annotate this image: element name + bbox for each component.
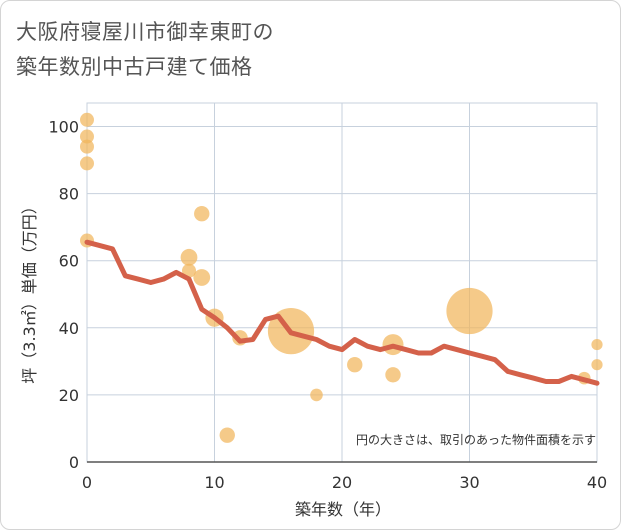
scatter-point-14: [347, 357, 363, 373]
scatter-point-5: [180, 248, 198, 266]
scatter-point-10: [219, 427, 235, 443]
scatter-point-20: [591, 359, 603, 371]
trend-line: [84, 239, 600, 386]
y-tick-label-4: 80: [59, 185, 79, 204]
grid-layer: [86, 102, 598, 463]
scatter-point-17: [446, 287, 493, 335]
scatter-point-16: [385, 367, 401, 383]
y-tick-label-5: 100: [48, 117, 79, 136]
scatter-point-13: [310, 388, 323, 402]
y-tick-label-2: 40: [59, 319, 79, 338]
scatter-point-7: [194, 206, 210, 222]
x-axis-label: 築年数（年）: [295, 500, 391, 519]
x-tick-label-2: 20: [332, 473, 352, 492]
scatter-point-6: [182, 263, 196, 278]
chart-title: 大阪府寝屋川市御幸東町の 築年数別中古戸建て価格: [16, 15, 606, 85]
scatter-point-1: [80, 129, 94, 144]
bubble-layer: [80, 112, 603, 443]
size-legend-note: 円の大きさは、取引のあった物件面積を示す: [356, 432, 596, 447]
chart-title-line-2: 築年数別中古戸建て価格: [16, 55, 253, 79]
x-tick-label-1: 10: [204, 473, 224, 492]
axis-layer: 0 10 20 30 40 0 20 40 60 80 100: [48, 117, 607, 492]
x-tick-label-3: 30: [459, 473, 479, 492]
trend-layer: [84, 239, 600, 386]
scatter-point-0: [80, 112, 94, 127]
x-tick-label-4: 40: [587, 473, 607, 492]
scatter-point-19: [591, 338, 603, 351]
scatter-point-8: [193, 269, 211, 286]
y-tick-label-0: 0: [69, 453, 79, 472]
scatter-point-2: [80, 139, 94, 154]
y-axis-label: 坪（3.3㎡）単価（万円）: [20, 198, 39, 383]
scatter-point-3: [80, 156, 94, 171]
y-tick-label-3: 60: [59, 252, 79, 271]
y-tick-label-1: 20: [59, 386, 79, 405]
chart-title-line-1: 大阪府寝屋川市御幸東町の: [16, 20, 274, 44]
x-tick-label-0: 0: [82, 473, 92, 492]
